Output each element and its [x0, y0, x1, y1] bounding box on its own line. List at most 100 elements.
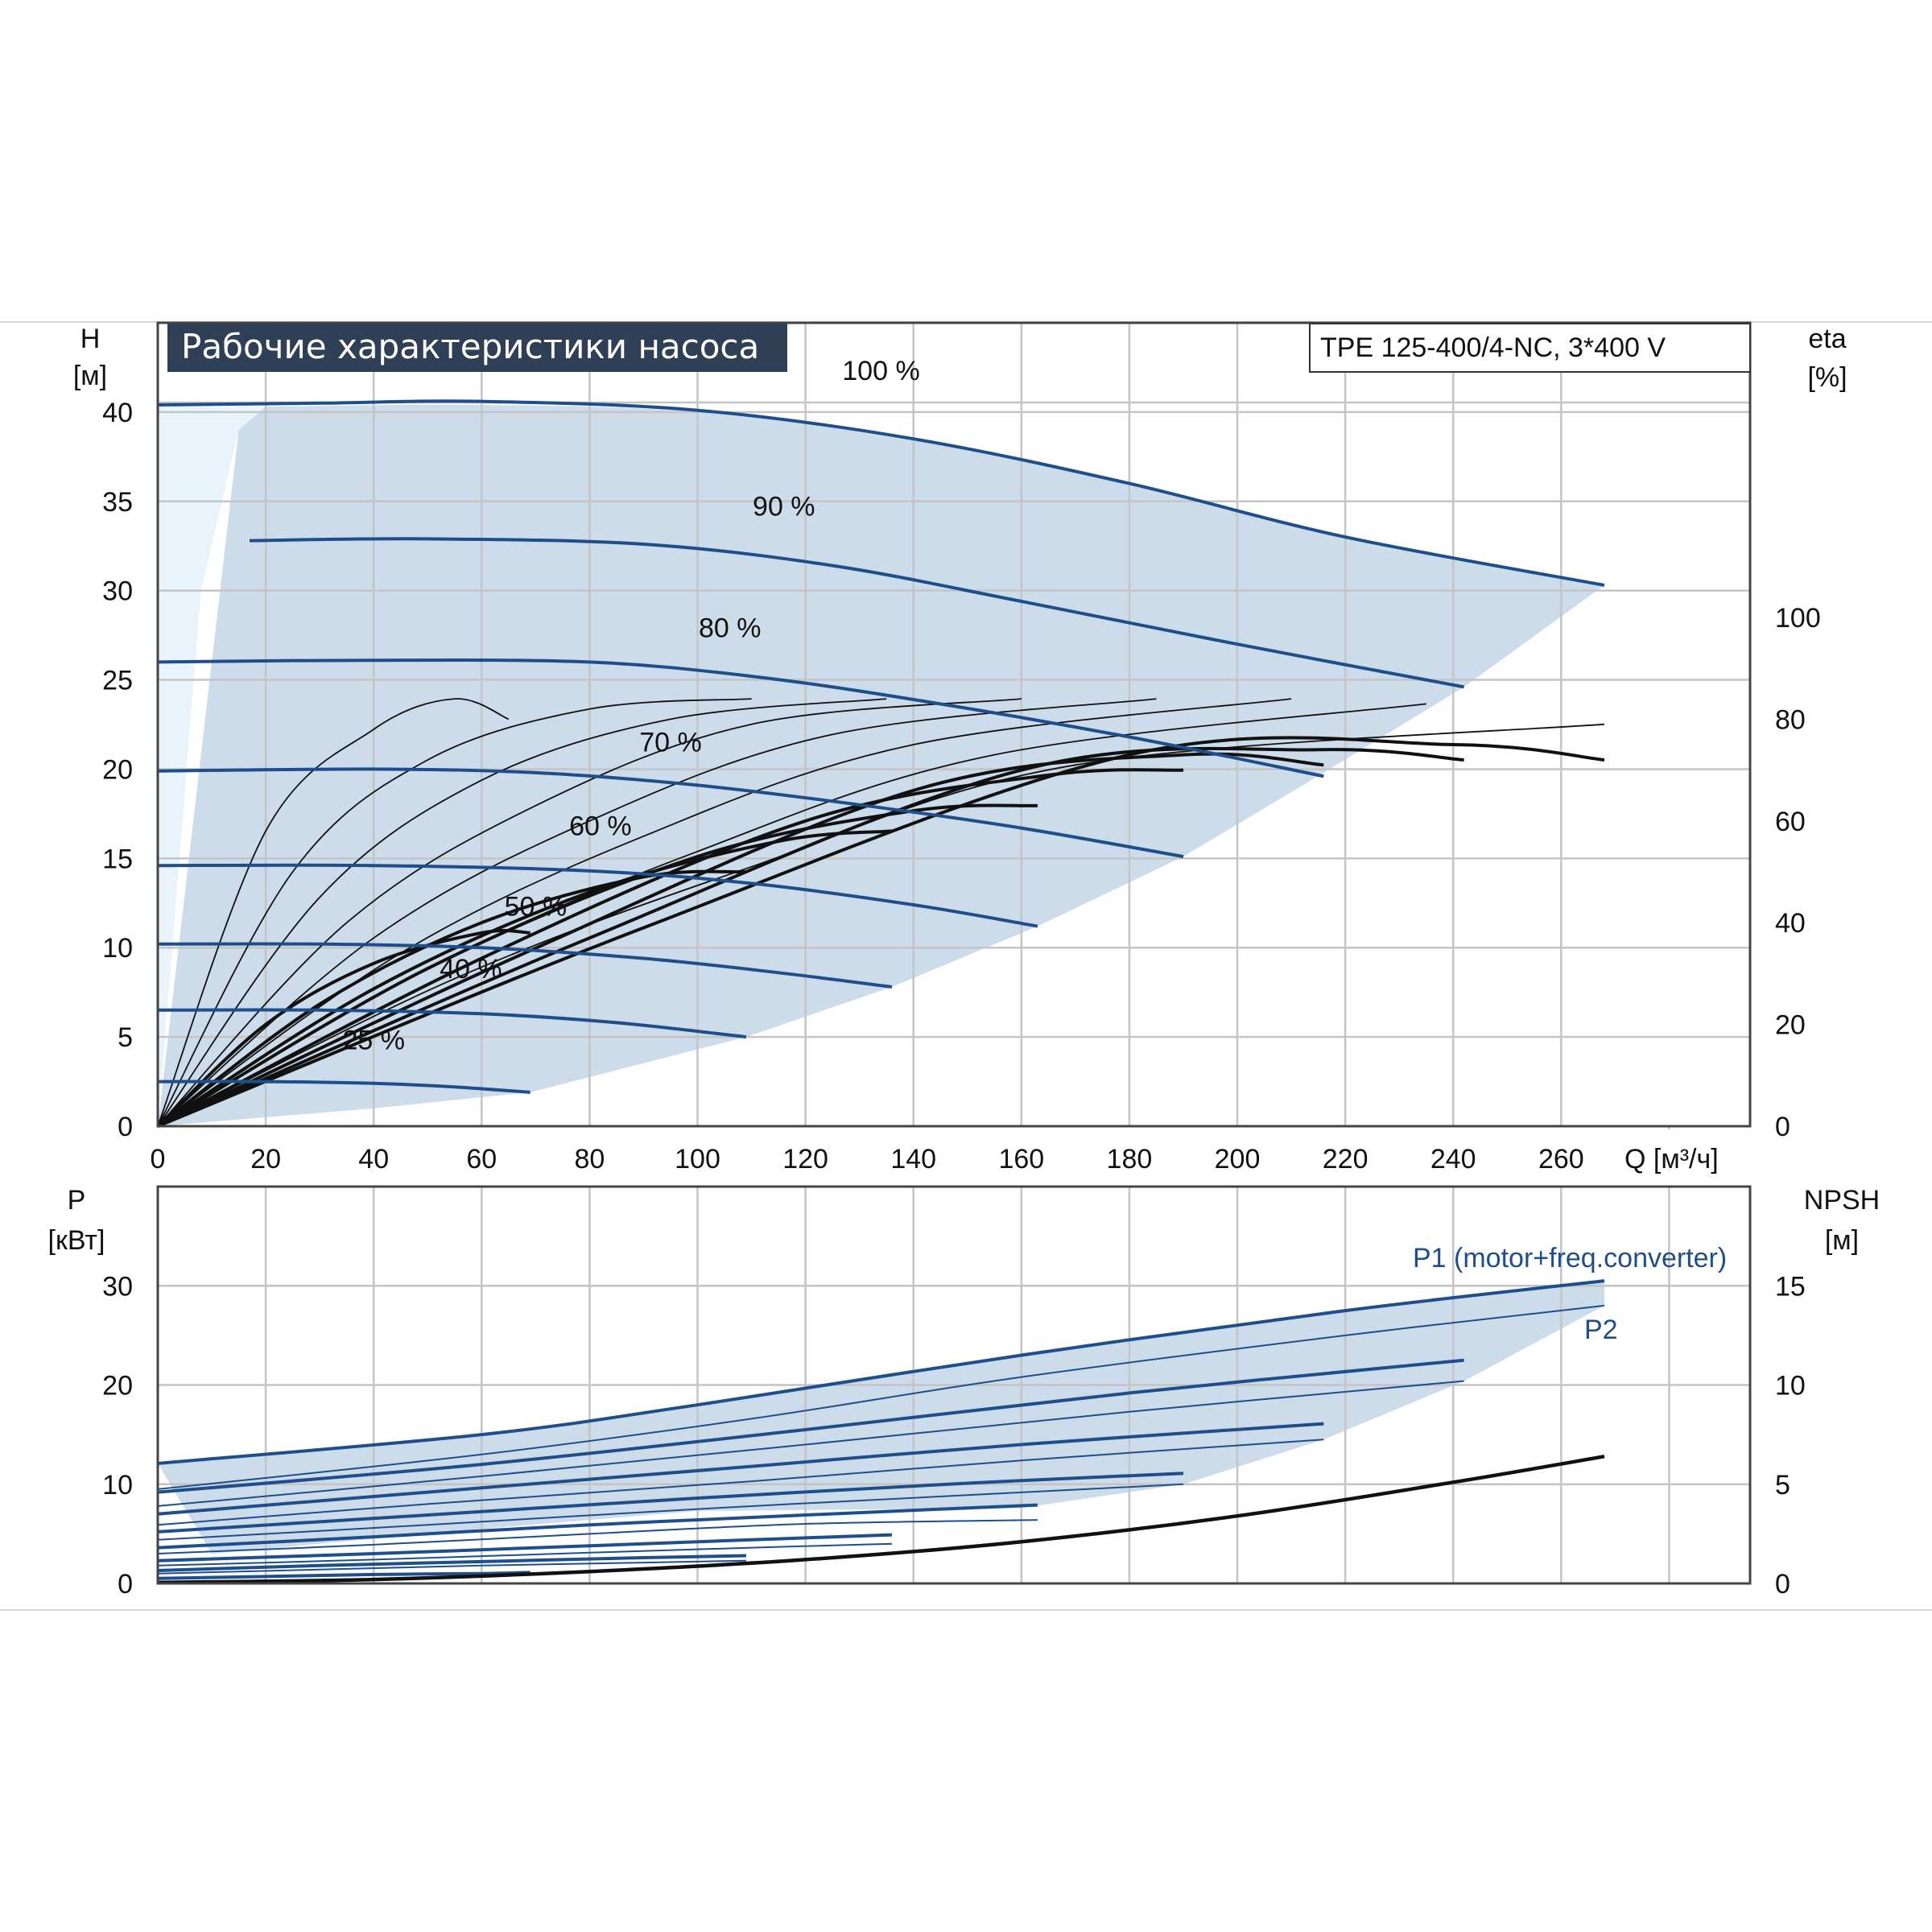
- p2-label: P2: [1584, 1315, 1618, 1345]
- head-curve-label: 60 %: [569, 811, 632, 842]
- efficiency-curve-bold: [157, 746, 1464, 1128]
- y-tick-label: 15: [102, 844, 133, 874]
- head-curve-label: 50 %: [505, 891, 568, 922]
- y2-tick-label: 80: [1775, 704, 1806, 735]
- head-curve: [157, 767, 1184, 859]
- p2-curve: [157, 1483, 1184, 1541]
- x-tick-label: 120: [782, 1144, 828, 1174]
- power-tick-labels: 0 10 20 30 0 5 10 15: [102, 1271, 1806, 1600]
- y2-tick-label: 20: [1775, 1010, 1806, 1041]
- p1-curve: [157, 1503, 1038, 1550]
- p-tick-label: 10: [102, 1470, 133, 1501]
- npsh-axis-label: NPSH: [1804, 1185, 1880, 1216]
- head-curve-label: 80 %: [699, 613, 762, 643]
- y-tick-label: 35: [102, 487, 133, 518]
- head-tick-labels: 0 20 40 60 80 100 120 140 160 180 200 220 240 2600510…: [102, 398, 1821, 1174]
- y-axis-unit: [м]: [73, 361, 107, 391]
- head-curve-label: 100 %: [842, 356, 919, 386]
- y-tick-label: 30: [102, 576, 133, 607]
- x-tick-label: 0: [151, 1144, 166, 1174]
- head-curve: [157, 1008, 747, 1039]
- head-curve: [157, 399, 1605, 587]
- x-tick-label: 180: [1107, 1144, 1153, 1174]
- x-tick-label: 260: [1538, 1144, 1584, 1174]
- head-curves: 100 % 90 % 80 % 70 % 60 % 50 % 40 % 25 %: [157, 356, 1605, 1094]
- operating-region: [158, 404, 1604, 1126]
- p1-curve: [157, 1472, 1184, 1534]
- left-region: [158, 407, 266, 1126]
- head-curve-label: 40 %: [440, 954, 502, 985]
- head-curve: [249, 537, 1464, 689]
- head-curve-label: 70 %: [639, 727, 702, 758]
- x-tick-label: 140: [890, 1144, 936, 1174]
- head-curve: [157, 1080, 530, 1094]
- npsh-tick-label: 10: [1775, 1371, 1806, 1402]
- operating-region-fill: [158, 404, 1604, 1126]
- x-tick-label: 20: [250, 1144, 281, 1174]
- p1-label: P1 (motor+freq.converter): [1413, 1243, 1727, 1274]
- chart-title: Рабочие характеристики насоса: [181, 327, 759, 366]
- npsh-tick-label: 15: [1775, 1271, 1806, 1302]
- y-tick-label: 25: [102, 666, 133, 696]
- head-curve-label: 25 %: [342, 1026, 405, 1056]
- p-axis-unit: [кВт]: [48, 1225, 105, 1256]
- p-tick-label: 0: [118, 1569, 133, 1600]
- model-box: [1309, 323, 1751, 373]
- p-tick-label: 30: [102, 1271, 133, 1302]
- x-tick-label: 100: [675, 1144, 720, 1174]
- x-tick-label: 200: [1215, 1144, 1261, 1174]
- npsh-curve: [157, 1454, 1605, 1585]
- head-curve: [157, 942, 893, 989]
- y-tick-label: 5: [118, 1022, 133, 1053]
- p1-curve: [157, 1571, 530, 1580]
- y2-axis-unit: [%]: [1807, 362, 1847, 393]
- y2-tick-label: 40: [1775, 908, 1806, 939]
- efficiency-curve: [157, 698, 510, 1127]
- x-tick-label: 40: [358, 1144, 389, 1174]
- efficiency-curve: [157, 698, 1022, 1127]
- p1-curve: [157, 1422, 1324, 1516]
- p2-curve: [157, 1380, 1464, 1507]
- efficiency-curve: [157, 698, 887, 1127]
- x-tick-label: 220: [1323, 1144, 1368, 1174]
- efficiency-curve: [157, 698, 752, 1127]
- efficiency-curve: [157, 698, 1157, 1127]
- efficiency-curve-bold: [156, 829, 893, 1128]
- y-axis-label: H: [80, 324, 101, 354]
- x-tick-label: 240: [1430, 1144, 1476, 1174]
- p-axis-label: P: [68, 1185, 86, 1216]
- head-curve: [157, 658, 1324, 778]
- head-curve-label: 90 %: [753, 492, 815, 522]
- y2-tick-label: 0: [1775, 1112, 1790, 1142]
- p2-curve: [157, 1559, 746, 1575]
- power-chart: 0 10 20 30 0 5 10 15 P [кВт] NPSH [м] P1 (motor…: [48, 1185, 1880, 1600]
- npsh-tick-label: 0: [1775, 1569, 1790, 1600]
- title-box: [167, 324, 787, 372]
- npsh-axis-unit: [м]: [1825, 1225, 1859, 1256]
- p2-curve: [157, 1304, 1605, 1490]
- p1-curve: [157, 1554, 746, 1572]
- y-tick-label: 0: [118, 1112, 133, 1142]
- y-tick-label: 10: [102, 933, 133, 964]
- y2-tick-label: 100: [1775, 603, 1821, 634]
- x-tick-label: 80: [574, 1144, 605, 1174]
- p1-curve: [157, 1533, 892, 1563]
- p1-curve: [157, 1358, 1464, 1494]
- y2-tick-label: 60: [1775, 807, 1806, 837]
- y2-axis-label: eta: [1808, 324, 1846, 354]
- power-curves: [157, 1279, 1605, 1585]
- power-plot-frame: [156, 1185, 1752, 1585]
- efficiency-curve-bold: [157, 752, 1324, 1128]
- p2-curve: [157, 1542, 892, 1567]
- x-tick-label: 160: [998, 1144, 1044, 1174]
- npsh-tick-label: 5: [1775, 1470, 1790, 1501]
- p1-curve: [157, 1279, 1605, 1465]
- p2-curve: [157, 1439, 1324, 1526]
- model-label: TPE 125-400/4-NC, 3*400 V: [1320, 332, 1666, 363]
- head-plot-frame: [156, 321, 1752, 1128]
- p2-curve: [157, 1519, 1038, 1554]
- head-chart: 100 % 90 % 80 % 70 % 60 % 50 % 40 % 25 % 0 20 40 6…: [73, 321, 1847, 1174]
- efficiency-curve-bold: [157, 736, 1605, 1128]
- y-tick-label: 20: [102, 754, 133, 785]
